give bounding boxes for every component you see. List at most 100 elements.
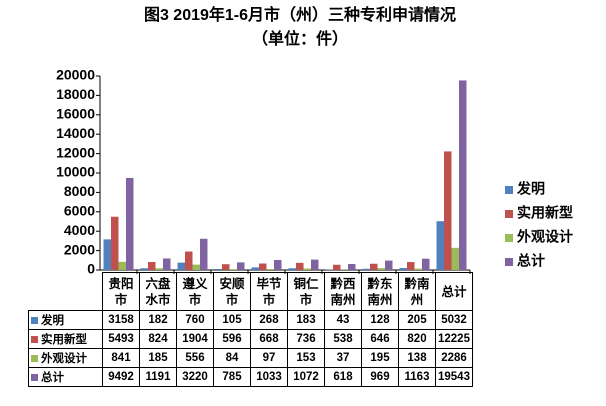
bar — [407, 262, 415, 270]
legend-label: 实用新型 — [517, 205, 573, 221]
legend-key — [505, 234, 513, 242]
table-value: 760 — [176, 310, 214, 330]
table-row: 发明 3158 182 760 105 268 183 43 128 205 5032 — [28, 310, 473, 330]
category-label: 遵义市 — [176, 272, 214, 311]
y-tick-label: 12000 — [56, 144, 95, 160]
bar — [259, 263, 267, 270]
table-value: 3220 — [176, 367, 214, 387]
bar — [229, 269, 237, 270]
category-label: 安顺市 — [213, 272, 251, 311]
bar — [459, 80, 467, 271]
bar — [444, 151, 452, 270]
bar — [377, 268, 385, 270]
bar — [126, 177, 134, 270]
row-label: 外观设计 — [41, 353, 87, 365]
y-tick-label: 18000 — [56, 86, 95, 102]
bar — [192, 264, 200, 270]
y-tick-label: 10000 — [56, 164, 95, 180]
table-value: 736 — [287, 329, 325, 349]
bar — [163, 258, 171, 270]
bar — [148, 262, 156, 270]
table-value: 84 — [213, 348, 251, 368]
table-value: 3158 — [102, 310, 140, 330]
bar — [370, 263, 378, 270]
table-value: 97 — [250, 348, 288, 368]
category-label: 六盘水市 — [139, 272, 177, 311]
bar — [436, 221, 444, 270]
legend-key — [505, 258, 513, 266]
bar — [362, 268, 370, 270]
chart-subtitle: （单位：件） — [252, 29, 348, 48]
row-label-cell: 发明 — [28, 310, 103, 330]
table-value: 785 — [213, 367, 251, 387]
y-tick-label: 14000 — [56, 125, 95, 141]
category-label: 铜仁市 — [287, 272, 325, 311]
bar — [414, 268, 422, 270]
bar — [155, 268, 163, 270]
row-label-cell: 外观设计 — [28, 348, 103, 368]
bar — [200, 238, 208, 270]
table-value: 1072 — [287, 367, 325, 387]
row-label: 实用新型 — [41, 334, 87, 346]
table-value: 138 — [398, 348, 436, 368]
table-value: 268 — [250, 310, 288, 330]
bar — [385, 260, 393, 270]
table-value: 668 — [250, 329, 288, 349]
bar — [214, 268, 222, 270]
category-label: 黔南州 — [398, 272, 436, 311]
category-label: 毕节市 — [250, 272, 288, 311]
corner-cell — [28, 272, 103, 311]
bar — [222, 264, 230, 270]
table-value: 1163 — [398, 367, 436, 387]
category-label: 黔东南州 — [361, 272, 399, 311]
table-value: 12225 — [435, 329, 473, 349]
table-value: 37 — [324, 348, 362, 368]
legend-key — [31, 336, 38, 343]
legend-label: 外观设计 — [517, 229, 573, 245]
legend-key — [31, 317, 38, 324]
table-header-row: 贵阳市 六盘水市 遵义市 安顺市 毕节市 铜仁市 黔西南州 黔东南州 黔南州 总计 — [28, 272, 473, 311]
table-value: 43 — [324, 310, 362, 330]
bar — [237, 262, 245, 270]
y-tick-label: 8000 — [64, 183, 95, 199]
category-label: 总计 — [435, 272, 473, 311]
table-value: 596 — [213, 329, 251, 349]
table-value: 1904 — [176, 329, 214, 349]
category-label: 黔西南州 — [324, 272, 362, 311]
chart-title: 图3 2019年1-6月市（州）三种专利申请情况 — [144, 5, 456, 24]
table-row: 实用新型 5493 824 1904 596 668 736 538 646 820 12225 — [28, 329, 473, 349]
table-value: 646 — [361, 329, 399, 349]
table-value: 820 — [398, 329, 436, 349]
table-value: 195 — [361, 348, 399, 368]
bar — [288, 268, 296, 270]
row-label: 总计 — [41, 372, 64, 384]
table-row: 总计 9492 1191 3220 785 1033 1072 618 969 1163 19543 — [28, 367, 473, 387]
bar — [303, 268, 311, 270]
table-value: 9492 — [102, 367, 140, 387]
bar — [348, 264, 356, 270]
table-value: 5493 — [102, 329, 140, 349]
legend-label: 发明 — [516, 181, 545, 197]
bar — [118, 261, 126, 270]
table-value: 1033 — [250, 367, 288, 387]
bar — [311, 259, 319, 270]
bar — [111, 216, 119, 270]
y-tick-label: 16000 — [56, 106, 95, 122]
row-label: 发明 — [41, 315, 64, 327]
row-label-cell: 总计 — [28, 367, 103, 387]
bar — [274, 259, 282, 270]
legend-key — [505, 210, 513, 218]
y-tick-label: 0 — [87, 261, 95, 277]
category-label: 贵阳市 — [102, 272, 140, 311]
legend-key — [505, 186, 513, 194]
y-tick-label: 2000 — [64, 241, 95, 257]
data-table: 贵阳市 六盘水市 遵义市 安顺市 毕节市 铜仁市 黔西南州 黔东南州 黔南州 总计 发明 3158 18… — [28, 272, 473, 387]
bar — [185, 251, 193, 270]
table-value: 538 — [324, 329, 362, 349]
bar — [140, 268, 148, 270]
legend-label: 总计 — [517, 253, 545, 269]
table-value: 205 — [398, 310, 436, 330]
bar — [333, 264, 341, 270]
table-value: 5032 — [435, 310, 473, 330]
